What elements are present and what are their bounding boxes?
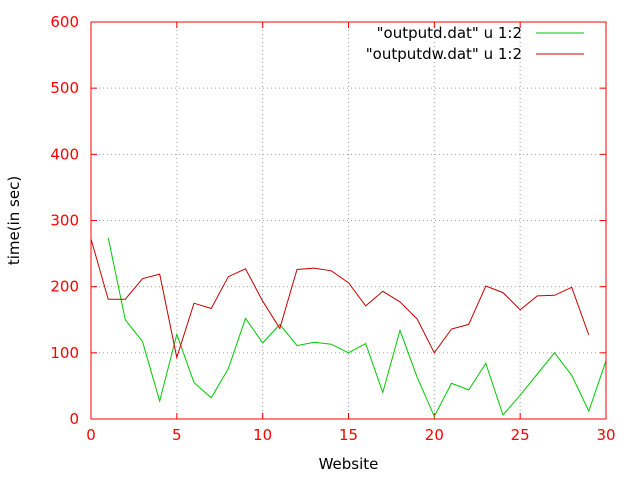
y-tick-label: 300 — [50, 212, 79, 230]
y-tick-label: 0 — [69, 410, 79, 428]
y-tick-label: 600 — [50, 13, 79, 31]
axis-ticks — [90, 21, 607, 420]
x-tick-label: 5 — [172, 426, 182, 444]
legend: "outputd.dat" u 1:2 "outputdw.dat" u 1:2 — [366, 24, 584, 63]
x-axis-title: Website — [319, 455, 379, 473]
x-tick-label: 20 — [425, 426, 444, 444]
series-lines — [90, 237, 607, 418]
series-line-1 — [107, 237, 607, 418]
legend-label-1: "outputd.dat" u 1:2 — [377, 24, 522, 42]
y-axis-title: time(in sec) — [5, 176, 23, 265]
x-tick-label: 10 — [253, 426, 272, 444]
legend-label-2: "outputdw.dat" u 1:2 — [366, 45, 522, 63]
series-line-2 — [90, 238, 590, 360]
grid-lines — [91, 22, 606, 419]
x-tick-label: 0 — [86, 426, 96, 444]
x-tick-label: 15 — [339, 426, 358, 444]
x-tick-label: 30 — [596, 426, 615, 444]
plot-frame — [90, 21, 607, 420]
y-tick-label: 100 — [50, 344, 79, 362]
x-tick-label: 25 — [511, 426, 530, 444]
y-tick-label: 400 — [50, 145, 79, 163]
y-tick-label: 500 — [50, 79, 79, 97]
y-tick-label: 200 — [50, 278, 79, 296]
